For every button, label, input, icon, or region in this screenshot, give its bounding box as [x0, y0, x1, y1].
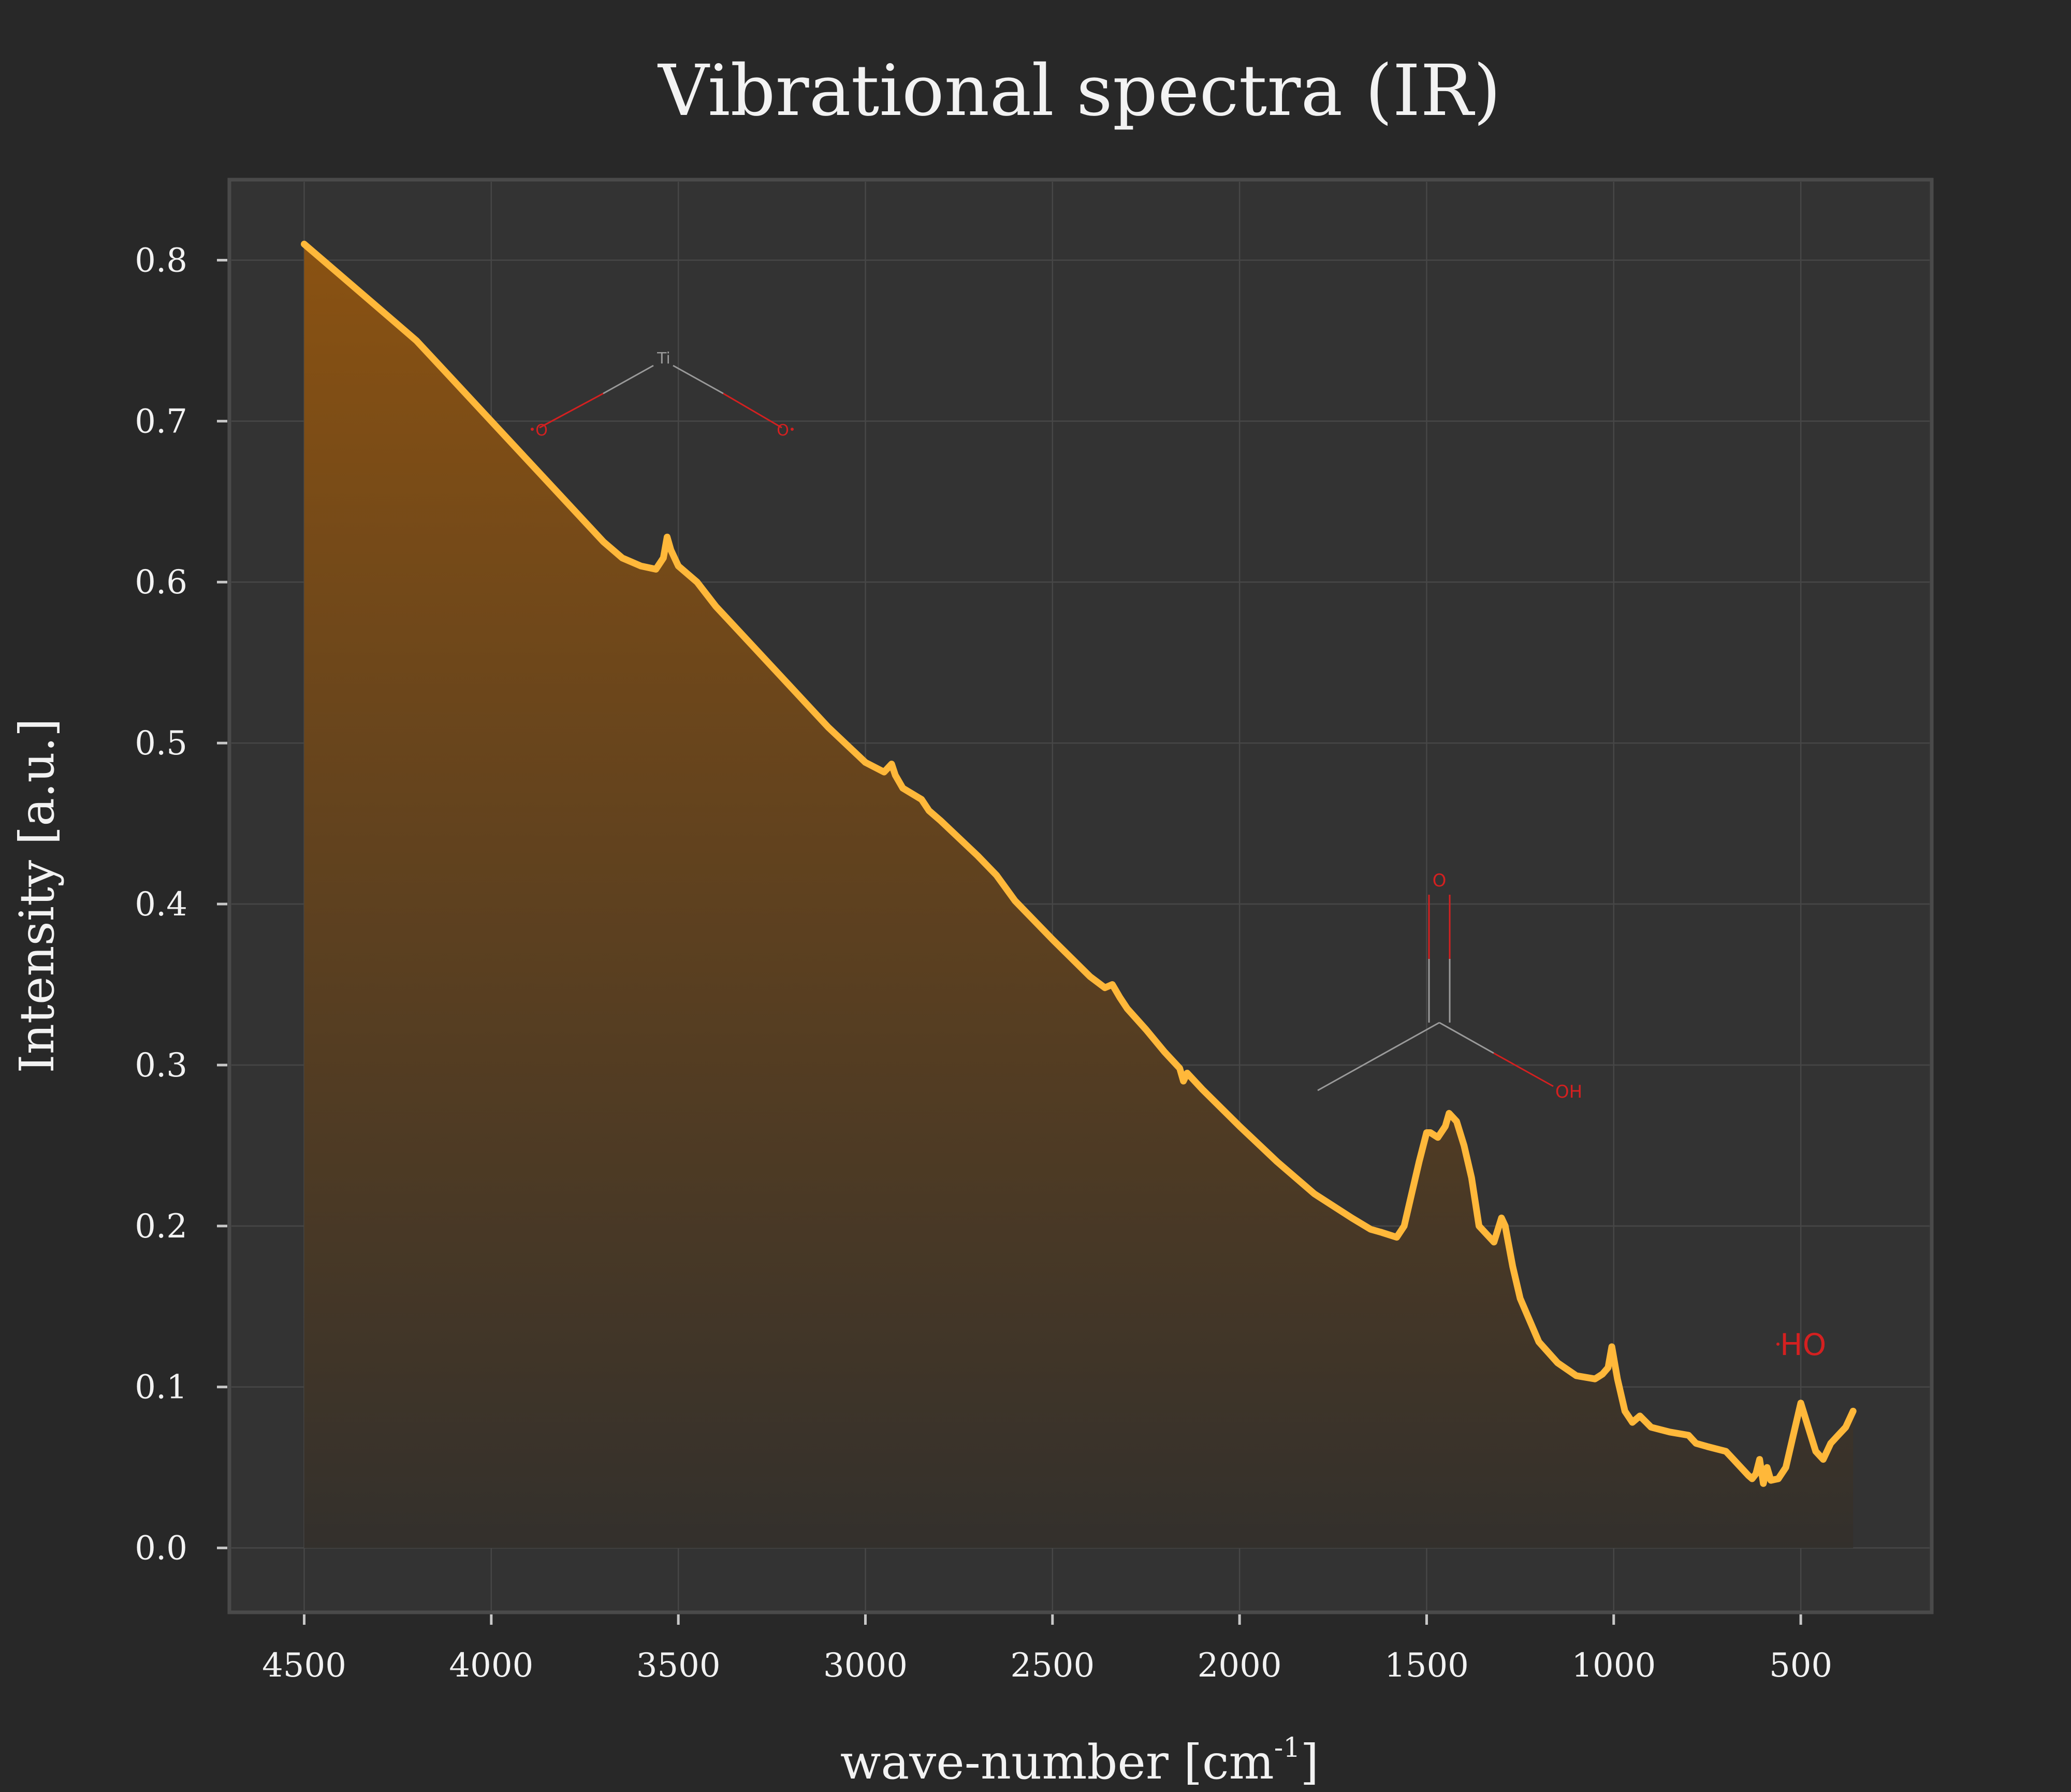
spectrum-area-fill — [304, 244, 1854, 1548]
y-tick-label: 0.4 — [135, 885, 187, 924]
x-axis-label: wave-number [cm-1] — [840, 1732, 1319, 1790]
acetic-acid-structure: O OH — [1317, 870, 1582, 1102]
y-tick-label: 0.8 — [135, 241, 187, 280]
x-tick-label: 2500 — [1010, 1647, 1095, 1685]
ho-group-label: HO — [1780, 1327, 1826, 1362]
x-tick-label: 1500 — [1384, 1647, 1469, 1685]
y-tick-label: 0.2 — [135, 1207, 187, 1246]
x-tick-label: 500 — [1769, 1647, 1832, 1685]
x-tick-label: 1000 — [1571, 1647, 1656, 1685]
y-tick-label: 0.5 — [135, 724, 187, 763]
chart-title: Vibrational spectra (IR) — [657, 50, 1501, 132]
y-axis-label: Intensity [a.u.] — [9, 718, 65, 1073]
oh-group-label: OH — [1555, 1082, 1582, 1102]
y-tick-label: 0.6 — [135, 563, 187, 602]
ti-atom-label: Ti — [657, 349, 670, 368]
y-tick-label: 0.1 — [135, 1368, 187, 1407]
y-tick-label: 0.3 — [135, 1046, 187, 1085]
x-tick-label: 4000 — [449, 1647, 533, 1685]
hydroxyl-structure: HO — [1776, 1327, 1826, 1362]
y-axis-ticks: 0.0 0.1 0.2 0.3 0.4 0.5 0.6 0.7 0.8 — [135, 241, 227, 1568]
x-tick-label: 2000 — [1198, 1647, 1282, 1685]
titanium-dioxide-structure: Ti O O — [531, 349, 794, 440]
o-atom-label-carbonyl: O — [1433, 870, 1447, 891]
x-axis-ticks: 4500 4000 3500 3000 2500 2000 1500 1000 500 — [262, 1614, 1832, 1685]
y-tick-label: 0.0 — [135, 1529, 187, 1568]
x-tick-label: 3000 — [823, 1647, 908, 1685]
o-atom-label-left: O — [535, 421, 548, 440]
x-tick-label: 4500 — [262, 1647, 346, 1685]
x-tick-label: 3500 — [636, 1647, 721, 1685]
y-tick-label: 0.7 — [135, 402, 187, 441]
o-atom-label-right: O — [777, 421, 789, 440]
x-axis-label-superscript: -1 — [1274, 1732, 1301, 1764]
spectrum-line — [301, 240, 1857, 1487]
